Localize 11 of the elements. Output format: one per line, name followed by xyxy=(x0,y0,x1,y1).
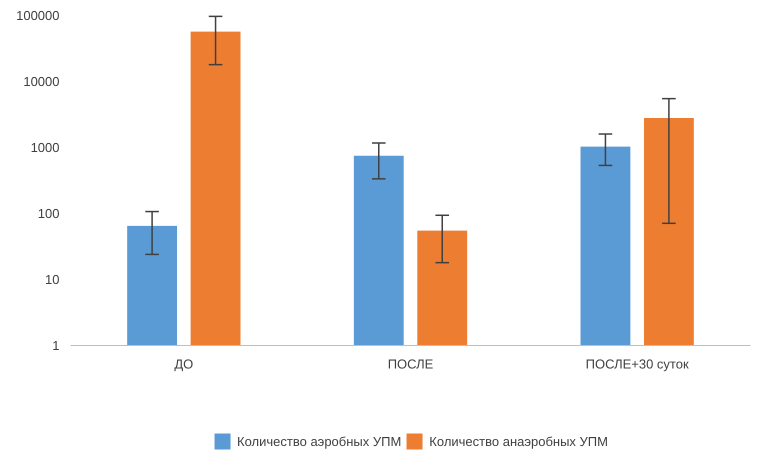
x-tick-label: ДО xyxy=(174,356,194,372)
y-tick-label: 100000 xyxy=(16,8,60,23)
x-tick-label: ПОСЛЕ+30 суток xyxy=(586,356,689,372)
x-tick-label: ПОСЛЕ xyxy=(388,356,434,372)
y-tick-label: 1 xyxy=(52,338,60,353)
legend-label: Количество анаэробных УПМ xyxy=(429,434,608,448)
y-tick-label: 100 xyxy=(38,206,60,221)
y-tick-label: 10 xyxy=(45,272,60,287)
legend-label: Количество аэробных УПМ xyxy=(237,434,402,448)
y-tick-label: 10000 xyxy=(23,74,60,89)
y-tick-label: 1000 xyxy=(30,140,60,155)
